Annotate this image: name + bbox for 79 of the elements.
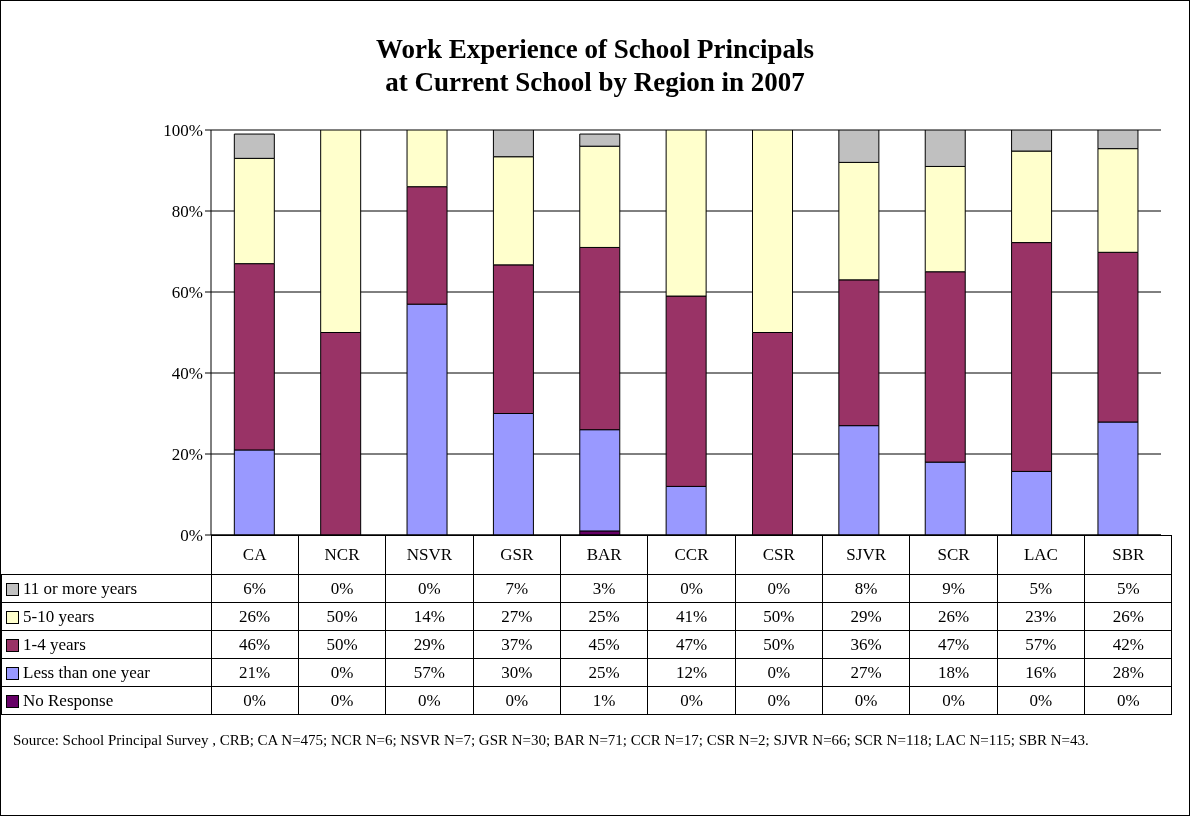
x-tick-label: LAC [997, 535, 1085, 575]
data-label: 28% [1084, 658, 1172, 687]
legend-label: Less than one year [23, 663, 150, 683]
x-tick-label: SBR [1084, 535, 1172, 575]
data-label: 45% [560, 630, 648, 659]
data-label: 26% [1084, 602, 1172, 631]
data-label: 0% [735, 574, 823, 603]
data-label: 14% [385, 602, 474, 631]
data-label: 57% [997, 630, 1085, 659]
chart-title: Work Experience of School Principals at Current School by Region in 2007 [375, 33, 815, 99]
data-label: 0% [647, 574, 736, 603]
x-tick-label: NCR [298, 535, 386, 575]
y-tick-label: 40% [171, 364, 203, 384]
data-label: 5% [997, 574, 1085, 603]
data-label: 47% [647, 630, 736, 659]
data-label: 0% [822, 686, 910, 715]
data-label: 25% [560, 658, 648, 687]
y-tick-label: 80% [171, 202, 203, 222]
data-label: 50% [735, 630, 823, 659]
x-tick-label: CSR [735, 535, 823, 575]
data-label: 57% [385, 658, 474, 687]
data-label: 46% [211, 630, 299, 659]
data-label: 23% [997, 602, 1085, 631]
data-label: 0% [997, 686, 1085, 715]
legend-label: No Response [23, 691, 114, 711]
data-label: 0% [735, 686, 823, 715]
data-label: 47% [909, 630, 998, 659]
data-label: 0% [385, 574, 474, 603]
data-label: 26% [211, 602, 299, 631]
y-tick-label: 20% [171, 445, 203, 465]
data-label: 26% [909, 602, 998, 631]
data-label: 0% [385, 686, 474, 715]
data-label: 0% [735, 658, 823, 687]
data-label: 36% [822, 630, 910, 659]
data-label: 0% [298, 574, 386, 603]
x-tick-label: CA [211, 535, 299, 575]
data-label: 37% [473, 630, 561, 659]
data-label: 5% [1084, 574, 1172, 603]
data-label: 1% [560, 686, 648, 715]
x-tick-label: SCR [909, 535, 998, 575]
data-label: 0% [298, 686, 386, 715]
data-label: 41% [647, 602, 736, 631]
data-label: 50% [298, 630, 386, 659]
data-label: 0% [909, 686, 998, 715]
legend-label: 5-10 years [23, 607, 95, 627]
x-tick-label: SJVR [822, 535, 910, 575]
data-label: 29% [822, 602, 910, 631]
data-label: 25% [560, 602, 648, 631]
data-label: 29% [385, 630, 474, 659]
data-label: 0% [647, 686, 736, 715]
y-tick-label: 100% [163, 121, 203, 141]
data-label: 27% [822, 658, 910, 687]
x-tick-label: CCR [647, 535, 736, 575]
source-note: Source: School Principal Survey , CRB; CA N=475; NCR N=6; NSVR N=7; GSR N=30; BAR N=71; CCR N=17; CSR N=2; SJVR N=66; SCR N=118; LAC N=115; SBR N=43. [13, 731, 1090, 750]
legend-label: 11 or more years [23, 579, 138, 599]
data-label: 50% [735, 602, 823, 631]
data-label: 27% [473, 602, 561, 631]
data-label: 30% [473, 658, 561, 687]
data-label: 0% [211, 686, 299, 715]
y-tick-label: 60% [171, 283, 203, 303]
data-label: 18% [909, 658, 998, 687]
data-label: 3% [560, 574, 648, 603]
data-label: 12% [647, 658, 736, 687]
legend-label: 1-4 years [23, 635, 86, 655]
data-label: 9% [909, 574, 998, 603]
data-label: 42% [1084, 630, 1172, 659]
x-tick-label: NSVR [385, 535, 474, 575]
data-label: 21% [211, 658, 299, 687]
data-label: 6% [211, 574, 299, 603]
x-tick-label: BAR [560, 535, 648, 575]
data-label: 7% [473, 574, 561, 603]
x-tick-label: GSR [473, 535, 561, 575]
data-label: 50% [298, 602, 386, 631]
data-label: 16% [997, 658, 1085, 687]
data-label: 8% [822, 574, 910, 603]
data-label: 0% [1084, 686, 1172, 715]
y-tick-label: 0% [180, 526, 203, 546]
data-label: 0% [473, 686, 561, 715]
data-label: 0% [298, 658, 386, 687]
